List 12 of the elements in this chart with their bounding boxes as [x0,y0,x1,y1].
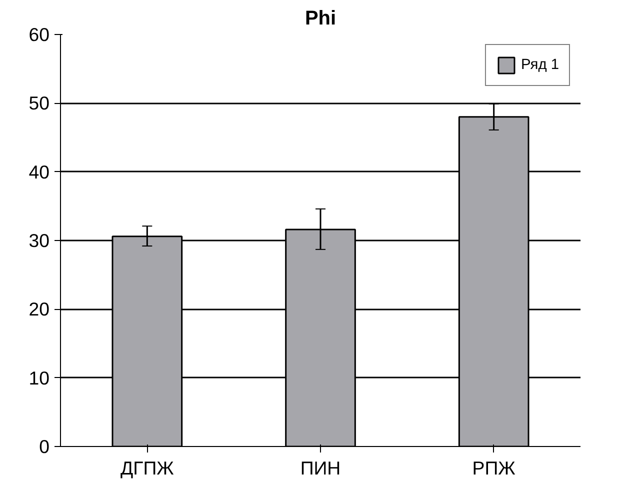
x-tick-label: РПЖ [472,458,516,478]
y-tick-label: 0 [39,436,50,457]
y-tick-label: 60 [28,24,50,45]
x-tick-label: ДГПЖ [120,458,174,478]
chart-title: Phi [304,8,336,30]
y-tick-label: 20 [28,298,50,320]
x-tick-label: ПИН [300,458,341,478]
legend-label: Ряд 1 [520,57,559,73]
y-tick-label: 30 [28,230,50,251]
y-tick-label: 40 [28,161,50,182]
y-tick-label: 10 [28,367,50,388]
y-tick-label: 50 [28,92,50,114]
